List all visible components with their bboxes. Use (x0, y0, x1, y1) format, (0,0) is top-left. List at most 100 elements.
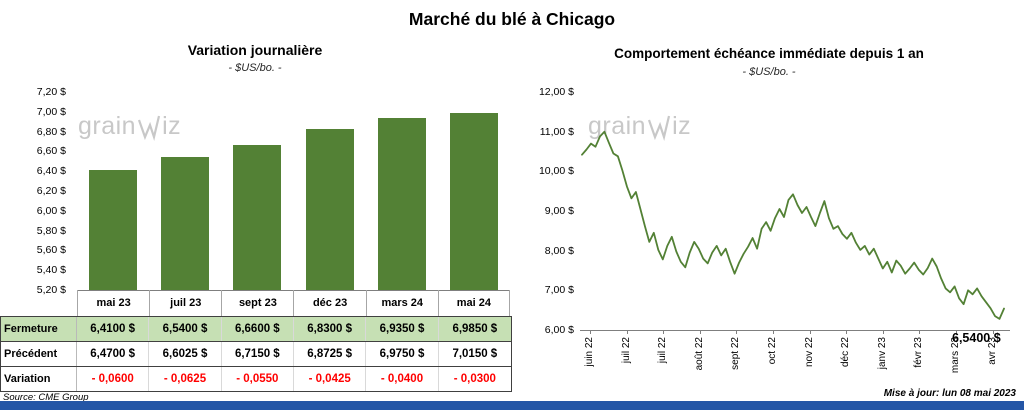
watermark-text-pre: grain (78, 112, 137, 140)
table-cell: - 0,0600 (77, 367, 150, 391)
table-cell: - 0,0625 (149, 367, 222, 391)
line-y-tick-label: 6,00 $ (544, 324, 574, 336)
month-label: juil 23 (149, 290, 221, 316)
line-y-tick-label: 10,00 $ (538, 165, 574, 178)
watermark-right: grain iz (588, 112, 691, 141)
x-tick-mark (846, 330, 848, 334)
bar-y-axis: 7,20 $ 7,00 $ 6,80 $ 6,60 $ 6,40 $ 6,20 $ 6,00… (2, 86, 68, 296)
x-tick-label: sept 22 (730, 337, 742, 370)
x-tick-mark (699, 330, 701, 334)
x-tick-mark (882, 330, 884, 334)
line-chart-title: Comportement échéance immédiate depuis 1… (614, 46, 924, 61)
table-cell: 6,6600 $ (222, 317, 294, 341)
line-y-tick-label: 12,00 $ (538, 86, 574, 98)
month-label: déc 23 (293, 290, 365, 316)
row-label: Fermeture (1, 317, 77, 341)
line-y-tick-label: 7,00 $ (544, 284, 574, 297)
month-label: mai 23 (77, 290, 149, 316)
table-cell: 6,9750 $ (366, 342, 439, 366)
x-tick-mark (663, 330, 665, 334)
bar-mars-24 (377, 118, 426, 290)
table-cell: - 0,0400 (366, 367, 439, 391)
bar-mai-23 (89, 170, 138, 290)
row-label: Précédent (1, 342, 77, 366)
watermark-w-icon (648, 115, 671, 141)
x-tick-label: oct 22 (767, 337, 778, 365)
table-cell: 6,4100 $ (77, 317, 150, 341)
bar-y-tick-label: 6,80 $ (36, 125, 66, 138)
update-note: Mise à jour: lun 08 mai 2023 (883, 388, 1016, 399)
table-cell: 6,4700 $ (77, 342, 150, 366)
bar-y-tick-label: 5,40 $ (36, 264, 66, 277)
month-label: sept 23 (221, 290, 293, 316)
x-tick-mark (773, 330, 774, 334)
bar-y-tick-label: 5,60 $ (36, 244, 66, 257)
table-cell: 6,6025 $ (149, 342, 222, 366)
bar-chart-subtitle: - $US/bo. - (228, 62, 282, 74)
line-chart-subtitle: - $US/bo. - (742, 66, 796, 78)
price-line-chart (581, 130, 1005, 320)
line-y-tick-label: 9,00 $ (544, 205, 574, 217)
x-tick-mark (736, 330, 738, 334)
watermark-text-post: iz (162, 112, 182, 140)
line-y-tick-label: 8,00 $ (544, 244, 574, 257)
x-tick-label: juil 22 (657, 337, 669, 364)
x-tick-mark (809, 330, 811, 334)
x-tick-label: août 22 (693, 337, 705, 371)
bar-déc-23 (305, 128, 354, 290)
bar-y-tick-label: 7,00 $ (36, 105, 66, 118)
bar-y-tick-label: 6,00 $ (36, 204, 66, 217)
line-y-tick-label: 11,00 $ (539, 125, 574, 138)
bar-y-tick-label: 6,60 $ (36, 145, 66, 158)
bar-y-tick-label: 7,20 $ (36, 86, 66, 98)
bar-y-tick-label: 6,40 $ (36, 165, 66, 178)
month-axis-spacer (0, 290, 77, 316)
x-tick-label: févr 23 (913, 337, 925, 368)
bar-chart-title: Variation journalière (187, 42, 323, 58)
table-cell: 6,7150 $ (222, 342, 294, 366)
row-label: Variation (1, 367, 77, 391)
watermark-w-icon (138, 115, 161, 141)
x-tick-mark (992, 330, 994, 334)
bar-x-axis: mai 23 juil 23 sept 23 déc 23 mars 24 mai 24 (0, 290, 510, 316)
watermark-text-pre: grain (588, 112, 647, 140)
footer-bar (0, 401, 1024, 410)
line-plot (580, 92, 1010, 331)
x-tick-label: janv 23 (876, 337, 888, 370)
bar-juil-23 (161, 157, 210, 290)
price-line (581, 130, 1005, 320)
bar-y-tick-label: 6,20 $ (36, 185, 66, 197)
bar-sept-23 (233, 145, 282, 290)
x-tick-label: juin 22 (584, 337, 595, 367)
x-tick-mark (590, 330, 591, 334)
x-tick-label: nov 22 (803, 337, 815, 368)
source-note: Source: CME Group (3, 392, 89, 403)
month-label: mars 24 (365, 290, 438, 316)
table-row: Variation - 0,0600- 0,0625- 0,0550- 0,042… (1, 367, 511, 391)
month-label: mai 24 (437, 290, 510, 316)
x-tick-mark (956, 330, 957, 334)
watermark-left: grain iz (78, 112, 181, 141)
line-y-axis: 12,00 $ 11,00 $ 10,00 $ 9,00 $ 8,00 $ 7,00 $ 6… (522, 86, 576, 336)
page-title: Marché du blé à Chicago (408, 9, 616, 29)
x-tick-mark (919, 330, 921, 334)
table-cell: - 0,0425 (294, 367, 367, 391)
x-tick-label: juil 22 (620, 337, 632, 364)
bar-mai-24 (449, 113, 498, 290)
table-row: Précédent 6,4700 $6,6025 $6,7150 $6,8725 … (1, 342, 511, 367)
table-cell: 6,8725 $ (294, 342, 367, 366)
table-cell: - 0,0300 (453, 373, 496, 385)
x-tick-label: déc 22 (840, 337, 852, 368)
bar-y-tick-label: 5,80 $ (36, 224, 66, 237)
bar-plot (77, 92, 510, 291)
table-cell: 6,9850 $ (452, 323, 498, 335)
watermark-text-post: iz (672, 112, 692, 140)
last-price-label: 6,5400 $ (952, 331, 1001, 345)
bar-y-tick-label: 5,20 $ (36, 284, 66, 296)
table-cell: 6,5400 $ (149, 317, 222, 341)
table-cell: - 0,0550 (222, 367, 294, 391)
table-cell: 6,8300 $ (294, 317, 367, 341)
table-cell: 6,9350 $ (366, 317, 439, 341)
x-tick-mark (626, 330, 628, 334)
table-cell: 7,0150 $ (452, 348, 498, 360)
